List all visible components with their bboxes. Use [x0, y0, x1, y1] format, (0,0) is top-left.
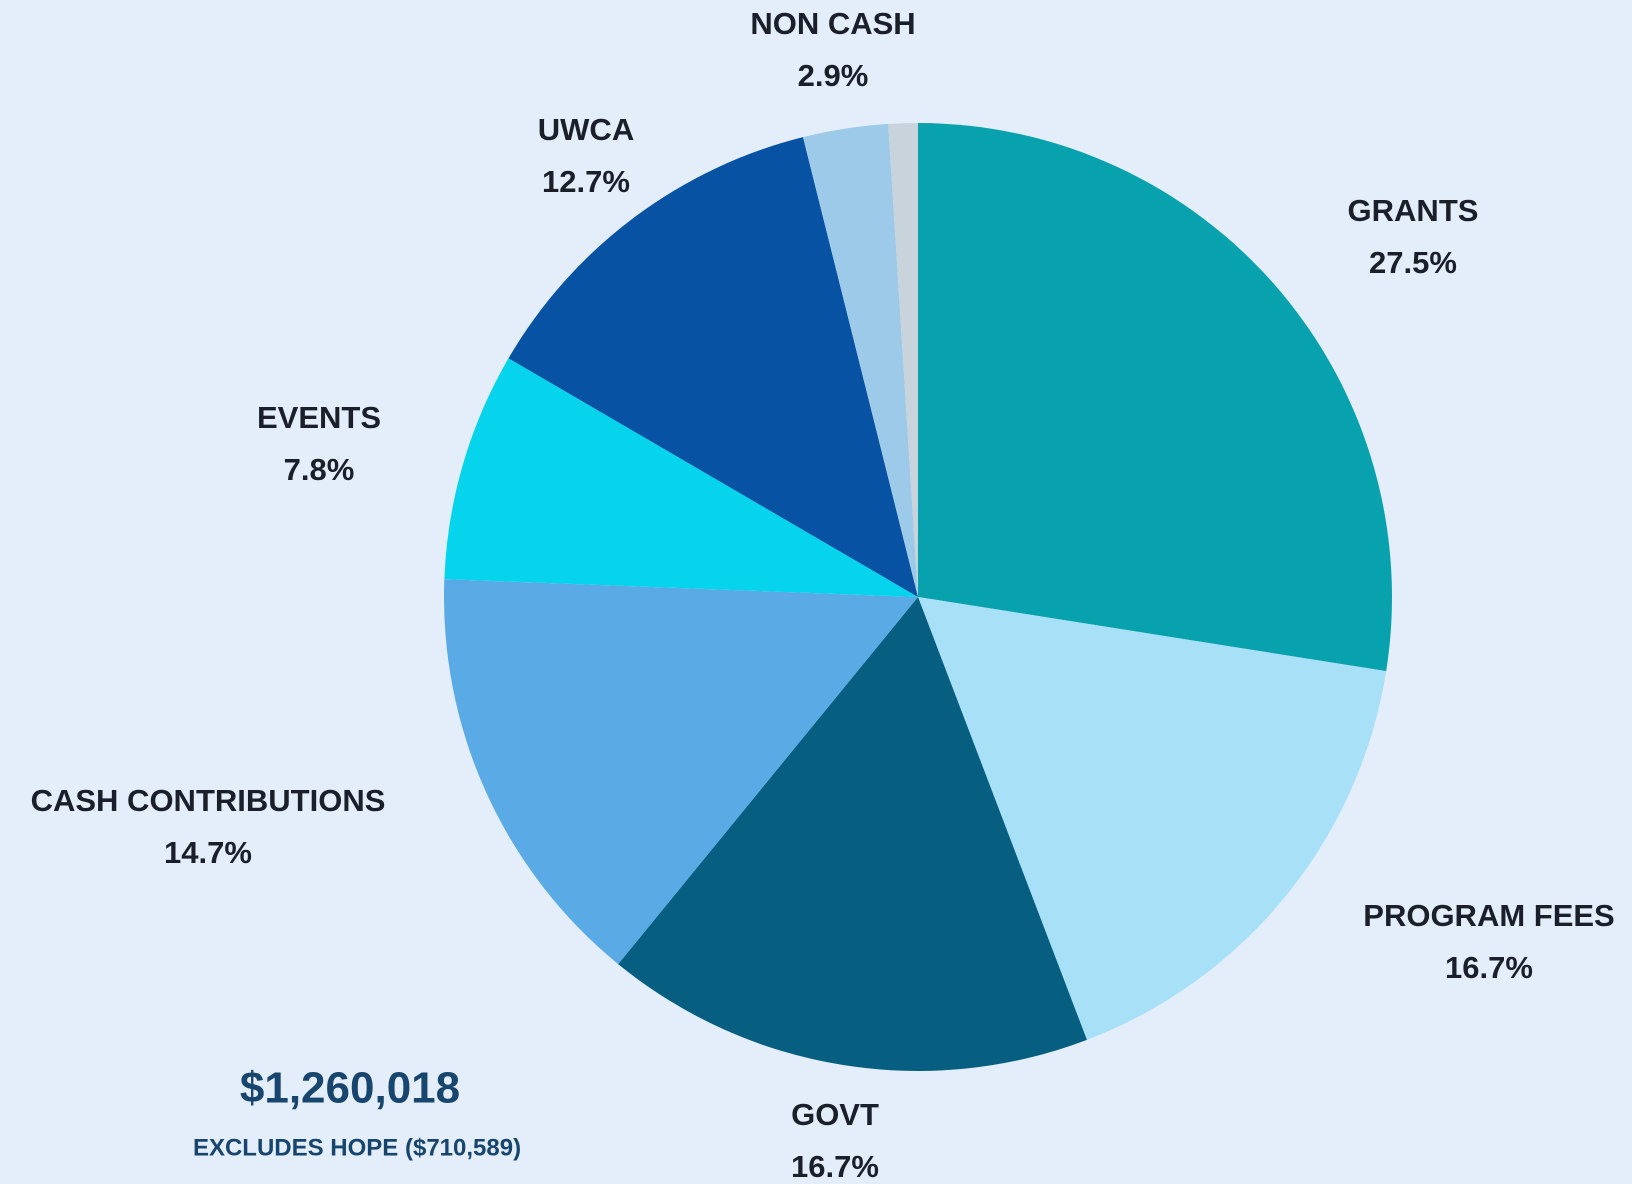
slice-value: 16.7% [791, 1149, 879, 1184]
slice-value: 7.8% [284, 452, 355, 487]
slice-label: CASH CONTRIBUTIONS [31, 783, 386, 818]
slice-label: EVENTS [257, 400, 381, 435]
total: $1,260,018 [240, 1064, 460, 1113]
pie-slice [803, 123, 918, 597]
pie-slice [508, 137, 918, 598]
slice-label: GOVT [791, 1097, 879, 1132]
pie-slice [444, 358, 918, 597]
slice-value: 14.7% [164, 835, 252, 870]
slice-value: 2.9% [798, 58, 869, 93]
pie-slice [618, 597, 1087, 1071]
pie-slice [444, 579, 918, 965]
note: EXCLUDES HOPE ($710,589) [193, 1134, 521, 1161]
pie-slice [918, 597, 1387, 1040]
slice-value: 12.7% [542, 164, 630, 199]
pie-slice [918, 123, 1392, 672]
slice-label: UWCA [538, 112, 634, 147]
slice-value: 27.5% [1369, 245, 1457, 280]
slice-value: 16.7% [1445, 950, 1533, 985]
slice-label: GRANTS [1348, 193, 1479, 228]
slice-label: PROGRAM FEES [1363, 898, 1614, 933]
slice-label: NON CASH [750, 6, 915, 41]
pie-slice [888, 123, 918, 597]
